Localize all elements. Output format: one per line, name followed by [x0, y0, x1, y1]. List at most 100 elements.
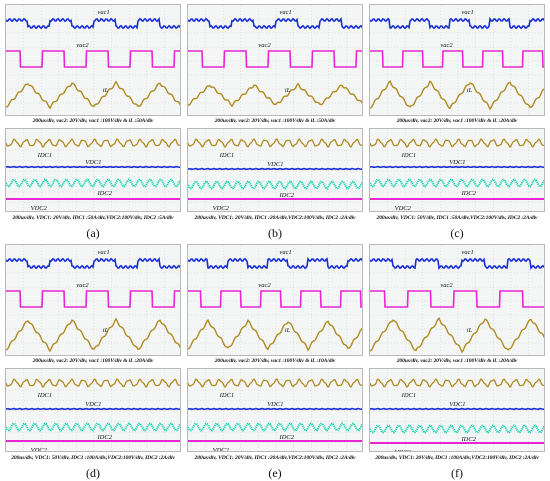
idc1-label: IDC1	[219, 392, 234, 399]
il-label: iL	[285, 327, 291, 334]
il-label: iL	[103, 327, 109, 334]
vdc1-trace	[188, 167, 362, 171]
vac1-label: vac1	[280, 249, 292, 256]
vdc1-label: VDC1	[85, 159, 101, 166]
idc2-label: IDC2	[461, 436, 477, 443]
idc1-label: IDC1	[401, 152, 416, 159]
scope-bottom-caption: 200us/div, VDC1: 20V/div, IDC1 :100A/div…	[375, 455, 539, 461]
scope-bottom: IDC1 VDC1 IDC2 VDC2	[5, 368, 181, 452]
idc1-label: IDC1	[37, 152, 52, 159]
panel-a: vac1 vac2 iL 200us/div, vac2: 20V/div, vac1…	[5, 4, 181, 240]
scope-top: vac1 vac2 iL	[369, 4, 545, 116]
vdc2-label: VDC2	[395, 449, 412, 452]
vac1-trace	[6, 16, 180, 30]
vac1-label: vac1	[462, 249, 474, 256]
vdc1-label: VDC1	[267, 401, 283, 408]
panel-label: (b)	[268, 226, 282, 240]
vdc1-trace	[370, 165, 544, 169]
idc2-label: IDC2	[97, 434, 113, 441]
scope-bottom-caption: 200us/div, VDC1: 20V/div, IDC1 :20A/div,…	[194, 455, 356, 461]
scope-bottom-plot: IDC1 VDC1 IDC2 VDC2	[370, 369, 544, 452]
scope-top-plot: vac1 vac2 iL	[370, 245, 544, 355]
scope-bottom-plot: IDC1 VDC1 IDC2 VDC2	[188, 129, 362, 212]
il-trace	[188, 82, 362, 108]
scope-bottom-plot: IDC1 VDC1 IDC2 VDC2	[188, 369, 362, 451]
vdc1-trace	[188, 407, 362, 411]
il-label: iL	[467, 87, 473, 94]
vac2-trace	[6, 290, 180, 308]
vac1-trace	[6, 256, 180, 270]
panel-f: vac1 vac2 iL 200us/div, vac2: 20V/div, vac1…	[369, 244, 545, 480]
vac2-trace	[370, 50, 544, 68]
scope-top-caption: 200us/div, vac2: 20V/div, vac1 :100V/div…	[396, 358, 518, 364]
il-trace	[370, 316, 544, 354]
vac1-trace	[188, 256, 362, 270]
scope-top-plot: vac1 vac2 iL	[370, 5, 544, 115]
vac1-trace	[188, 16, 362, 30]
idc2-trace	[6, 178, 180, 188]
vac2-label: vac2	[258, 42, 271, 49]
vdc2-label: VDC2	[213, 205, 230, 212]
scope-top: vac1 vac2 iL	[5, 244, 181, 356]
vdc1-label: VDC1	[85, 401, 101, 408]
panel-label: (d)	[86, 466, 100, 480]
scope-top: vac1 vac2 iL	[187, 4, 363, 116]
scope-bottom-caption: 200us/div, VDC1: 50V/div, IDC1 :50A/div,…	[376, 215, 538, 221]
scope-top-caption: 200us/div, vac2: 20V/div, vac1 :100V/div…	[32, 358, 154, 364]
idc2-label: IDC2	[461, 190, 477, 197]
scope-bottom: IDC1 VDC1 IDC2 VDC2	[369, 368, 545, 452]
vac2-trace	[6, 50, 180, 68]
scope-bottom: IDC1 VDC1 IDC2 VDC2	[187, 368, 363, 452]
vac1-trace	[370, 257, 544, 271]
scope-top-caption: 200us/div, vac2: 20V/div, vac1 :100V/div…	[214, 358, 336, 364]
il-trace	[188, 318, 362, 352]
vdc1-trace	[370, 407, 544, 411]
scope-top-caption: 200us/div, vac2: 20V/div, vac1 :100V/div…	[214, 118, 336, 124]
panel-label: (f)	[451, 466, 463, 480]
idc2-label: IDC2	[97, 190, 113, 197]
panel-e: vac1 vac2 iL 200us/div, vac2: 20V/div, vac1…	[187, 244, 363, 480]
scope-top-caption: 200us/div, vac2: 20V/div, vac1 :100V/div…	[396, 118, 518, 124]
vdc1-label: VDC1	[449, 401, 465, 408]
vdc2-label: VDC2	[31, 205, 48, 212]
vac2-label: vac2	[440, 282, 453, 289]
idc1-trace	[188, 138, 362, 148]
idc2-trace	[370, 178, 544, 188]
idc1-label: IDC1	[219, 152, 234, 159]
scope-bottom-plot: IDC1 VDC1 IDC2 VDC2	[6, 369, 180, 451]
scope-top-plot: vac1 vac2 iL	[6, 5, 180, 115]
scope-top-plot: vac1 vac2 iL	[188, 5, 362, 115]
panel-d: vac1 vac2 iL 200us/div, vac2: 20V/div, vac1…	[5, 244, 181, 480]
idc1-trace	[370, 378, 544, 388]
idc2-trace	[188, 180, 362, 190]
vac2-trace	[188, 290, 362, 308]
scope-top: vac1 vac2 iL	[369, 244, 545, 356]
il-trace	[6, 80, 180, 110]
vac2-label: vac2	[76, 282, 89, 289]
idc1-label: IDC1	[37, 392, 52, 399]
vdc1-trace	[6, 165, 180, 169]
idc2-trace	[188, 422, 362, 432]
panel-label: (a)	[86, 226, 100, 240]
vac1-label: vac1	[462, 9, 474, 16]
vac2-label: vac2	[440, 42, 453, 49]
scope-bottom-plot: IDC1 VDC1 IDC2 VDC2	[370, 129, 544, 212]
idc1-trace	[6, 138, 180, 148]
scope-top-plot: vac1 vac2 iL	[6, 245, 180, 355]
il-trace	[6, 317, 180, 353]
idc2-trace	[370, 424, 544, 434]
panel-b: vac1 vac2 iL 200us/div, vac2: 20V/div, vac1…	[187, 4, 363, 240]
idc1-trace	[188, 378, 362, 388]
scope-top-plot: vac1 vac2 iL	[188, 245, 362, 355]
vac2-trace	[188, 50, 362, 68]
scope-bottom: IDC1 VDC1 IDC2 VDC2	[187, 128, 363, 212]
vdc1-trace	[6, 407, 180, 411]
panel-label: (c)	[450, 226, 464, 240]
vac1-label: vac1	[98, 249, 110, 256]
vdc2-label: VDC2	[395, 205, 412, 212]
idc1-trace	[370, 138, 544, 148]
idc2-trace	[6, 422, 180, 432]
panel-c: vac1 vac2 iL 200us/div, vac2: 20V/div, vac1…	[369, 4, 545, 240]
il-label: iL	[467, 327, 473, 334]
